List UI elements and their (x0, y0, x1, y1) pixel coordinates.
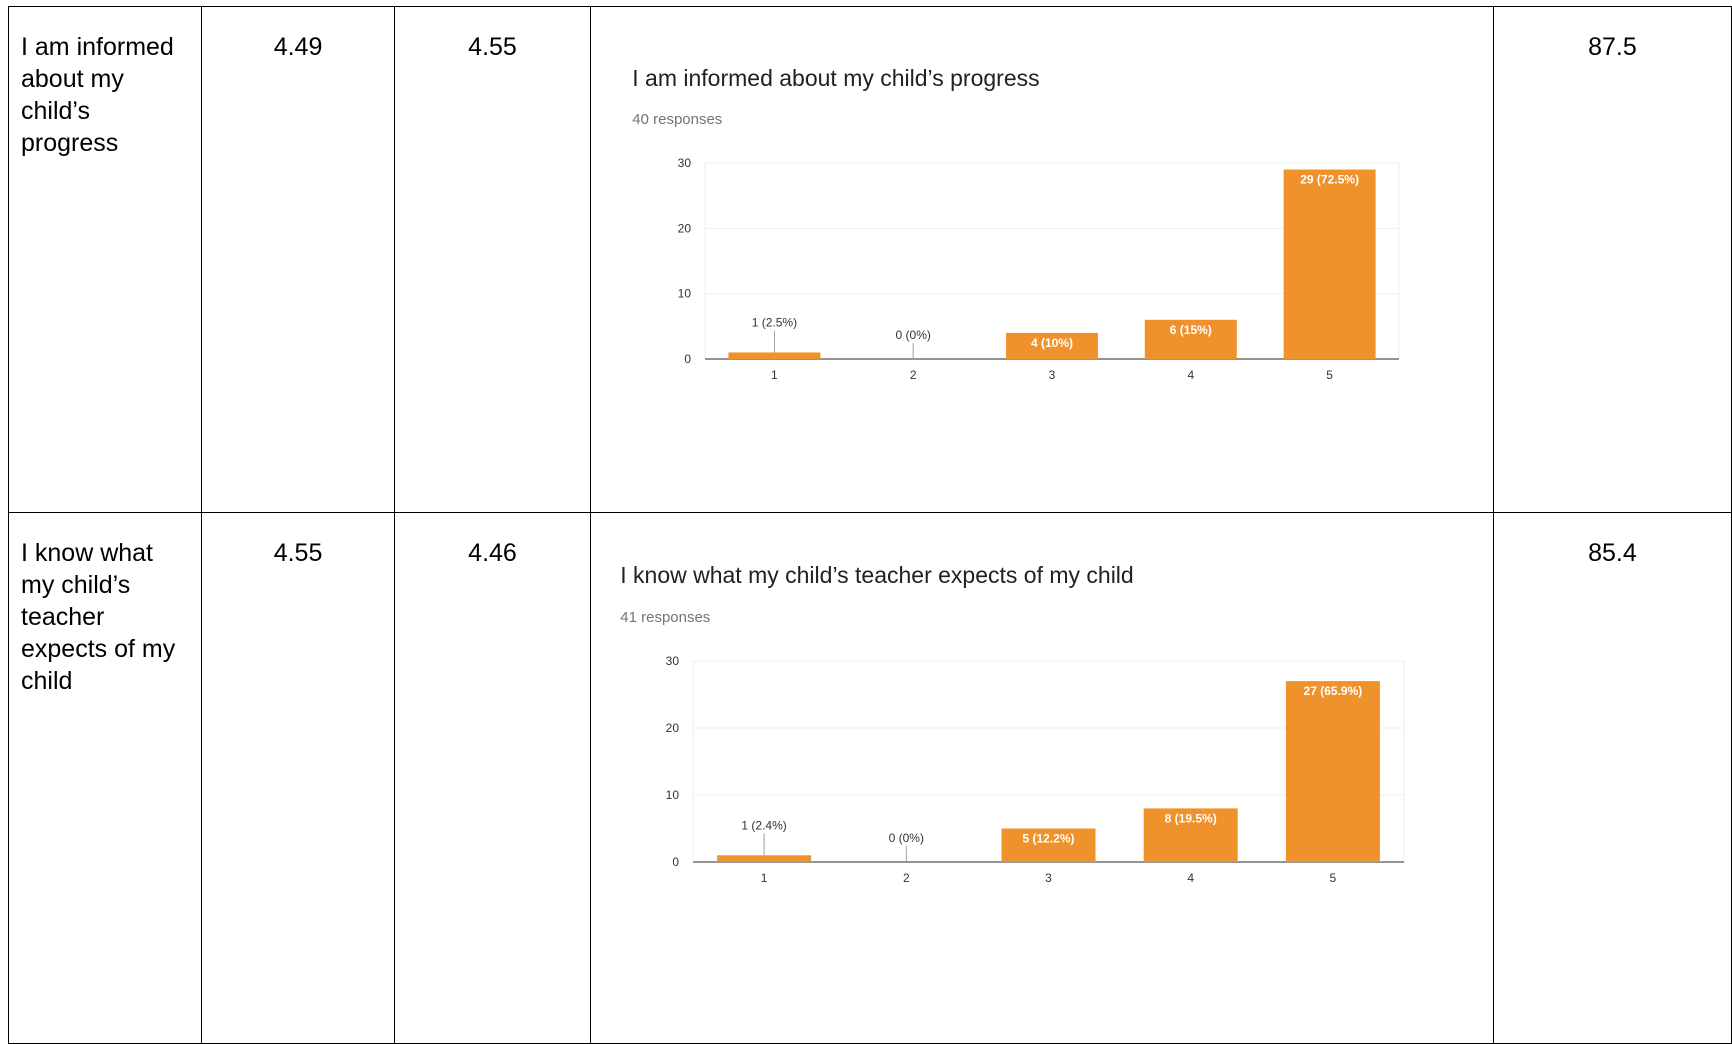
bar (1001, 828, 1096, 862)
bar-data-label: 0 (0%) (896, 328, 931, 342)
score-b: 4.55 (468, 33, 517, 61)
chart-title: I am informed about my child’s progress (632, 65, 1040, 91)
percent-value: 85.4 (1588, 539, 1637, 567)
bar-data-label: 27 (65.9%) (1304, 684, 1363, 698)
score-b-cell: 4.46 (393, 512, 592, 1044)
score-b-cell: 4.55 (393, 6, 592, 513)
y-tick-label: 0 (685, 352, 692, 366)
bar (1283, 169, 1376, 359)
x-tick-label: 4 (1188, 871, 1195, 885)
bar-data-label: 1 (2.4%) (742, 818, 787, 832)
bar (1286, 681, 1381, 862)
chart-cell: I am informed about my child’s progress … (590, 6, 1494, 513)
x-tick-label: 5 (1327, 368, 1334, 382)
chart-subtitle: 41 responses (620, 609, 711, 626)
bar-data-label: 29 (72.5%) (1300, 173, 1359, 187)
table-row: I know what my child’s teacher expects o… (7, 512, 1732, 1044)
chart-cell: I know what my child’s teacher expects o… (590, 512, 1494, 1044)
bar (717, 855, 812, 862)
bar-data-label: 4 (10%) (1031, 336, 1073, 350)
bar (1143, 808, 1238, 862)
question-text: I know what my child’s teacher expects o… (21, 539, 176, 695)
percent-cell: 87.5 (1492, 6, 1732, 513)
x-tick-label: 3 (1049, 368, 1056, 382)
y-tick-label: 0 (673, 855, 680, 869)
bar-data-label: 5 (12.2%) (1023, 832, 1075, 846)
survey-results-table: I am informed about my child’s progress … (7, 6, 1732, 1044)
x-tick-label: 2 (903, 871, 910, 885)
bar (1006, 332, 1099, 359)
bar-data-label: 0 (0%) (889, 831, 924, 845)
y-tick-label: 10 (678, 287, 692, 301)
y-tick-label: 20 (678, 221, 692, 235)
bar (1145, 319, 1238, 359)
bar-data-label: 8 (19.5%) (1165, 811, 1217, 825)
table-row: I am informed about my child’s progress … (7, 6, 1732, 513)
x-tick-label: 3 (1045, 871, 1052, 885)
question-cell: I know what my child’s teacher expects o… (7, 512, 203, 1044)
score-a: 4.49 (273, 33, 323, 61)
question-text: I am informed about my child’s progress (21, 33, 174, 157)
x-tick-label: 2 (910, 368, 917, 382)
y-tick-label: 30 (678, 156, 692, 170)
response-chart: I am informed about my child’s progress … (591, 7, 1503, 507)
bar (728, 352, 821, 359)
score-a-cell: 4.55 (201, 512, 395, 1044)
percent-cell: 85.4 (1492, 512, 1732, 1044)
bar-data-label: 6 (15%) (1170, 323, 1212, 337)
y-tick-label: 20 (666, 721, 680, 735)
chart-subtitle: 40 responses (632, 111, 723, 128)
response-chart: I know what my child’s teacher expects o… (591, 513, 1503, 1013)
score-a-cell: 4.49 (201, 6, 395, 513)
x-tick-label: 5 (1330, 871, 1337, 885)
bar-data-label: 1 (2.5%) (752, 315, 797, 329)
y-tick-label: 10 (666, 788, 680, 802)
x-tick-label: 4 (1188, 368, 1195, 382)
percent-value: 87.5 (1588, 33, 1637, 61)
x-tick-label: 1 (771, 368, 778, 382)
score-b: 4.46 (468, 539, 517, 567)
bar-chart-plot: 0 10 20 30 1 (2.4%) 1 0 (0%) 2 5 (12.2%) 3 8 (19.5… (666, 654, 1405, 885)
x-tick-label: 1 (761, 871, 768, 885)
score-a: 4.55 (273, 539, 323, 567)
bar-chart-plot: 0 10 20 30 1 (2.5%) 1 0 (0%) 2 4 (10%) 3 6 (15%) 4 2… (678, 156, 1400, 382)
question-cell: I am informed about my child’s progress (7, 6, 203, 513)
chart-title: I know what my child’s teacher expects o… (620, 562, 1134, 588)
y-tick-label: 30 (666, 654, 680, 668)
